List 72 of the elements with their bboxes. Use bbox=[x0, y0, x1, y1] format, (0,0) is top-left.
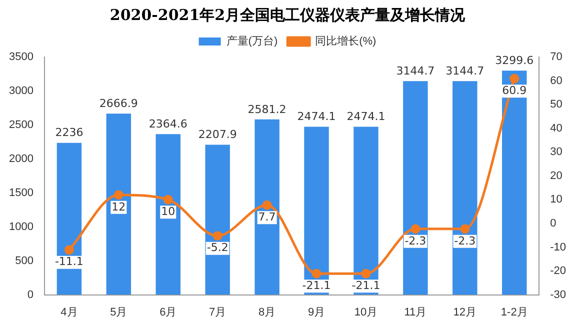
point bbox=[361, 268, 371, 278]
data-label: 2666.9 bbox=[99, 96, 138, 110]
bar bbox=[354, 126, 378, 295]
y2-tick-label: 60 bbox=[550, 74, 562, 87]
y-tick-label: 1500 bbox=[8, 186, 34, 199]
y2-tick-label: 20 bbox=[550, 170, 562, 182]
data-label: 2236 bbox=[55, 126, 84, 140]
x-tick-label: 8月 bbox=[258, 306, 276, 318]
y2-tick-label: 10 bbox=[550, 194, 562, 206]
point bbox=[212, 231, 222, 241]
bar bbox=[304, 126, 329, 295]
y-tick-label: 3000 bbox=[8, 85, 34, 98]
x-tick-label: 5月 bbox=[110, 306, 128, 318]
data-label: -2.3 bbox=[404, 234, 426, 248]
data-label: 3299.6 bbox=[495, 54, 534, 67]
data-label: -11.1 bbox=[54, 255, 84, 268]
data-label: -21.1 bbox=[302, 278, 331, 292]
data-label: 3144.7 bbox=[446, 64, 484, 78]
legend-label: 同比增长(%) bbox=[315, 34, 376, 48]
x-tick-label: 10月 bbox=[354, 306, 378, 318]
x-tick-label: 1-2月 bbox=[500, 306, 528, 318]
y2-tick-label: 40 bbox=[550, 122, 562, 134]
y2-tick-label: 0 bbox=[550, 217, 556, 230]
data-label: 7.7 bbox=[258, 210, 276, 224]
data-label: 2474.1 bbox=[297, 110, 336, 124]
bar bbox=[403, 81, 428, 295]
bar bbox=[452, 81, 478, 295]
point bbox=[114, 190, 124, 200]
y2-tick-label: -20 bbox=[550, 265, 566, 278]
x-tick-label: 7月 bbox=[209, 306, 226, 318]
x-tick-label: 4月 bbox=[60, 306, 78, 318]
y2-tick-label: -30 bbox=[550, 288, 566, 301]
legend-label: 产量(万台) bbox=[226, 34, 278, 48]
y-tick-label: 1000 bbox=[8, 220, 34, 233]
data-label: 12 bbox=[112, 200, 126, 214]
x-tick-label: 6月 bbox=[160, 306, 177, 318]
data-label: -2.3 bbox=[454, 234, 476, 248]
y-tick-label: 500 bbox=[15, 254, 34, 267]
data-label: 60.9 bbox=[502, 84, 527, 97]
point bbox=[460, 224, 470, 234]
point bbox=[163, 194, 173, 204]
data-label: -21.1 bbox=[352, 278, 380, 292]
y2-tick-label: -10 bbox=[550, 241, 566, 254]
data-label: 10 bbox=[161, 205, 176, 218]
data-label: -5.2 bbox=[206, 241, 228, 254]
bar bbox=[156, 134, 180, 295]
bar bbox=[106, 114, 132, 295]
y-tick-label: 0 bbox=[27, 288, 34, 301]
y2-tick-label: 50 bbox=[550, 98, 562, 111]
x-tick-label: 11月 bbox=[404, 306, 427, 318]
bar bbox=[205, 144, 230, 295]
y-tick-label: 2000 bbox=[8, 152, 34, 165]
y2-tick-label: 70 bbox=[550, 51, 562, 64]
y-tick-label: 2500 bbox=[8, 118, 34, 131]
point bbox=[64, 245, 74, 255]
data-label: 2581.2 bbox=[248, 102, 286, 116]
bar bbox=[254, 119, 280, 295]
point bbox=[510, 74, 520, 84]
y-tick-label: 3500 bbox=[8, 51, 34, 64]
data-label: 3144.7 bbox=[396, 64, 435, 78]
point bbox=[410, 224, 420, 234]
point bbox=[312, 268, 322, 278]
data-label: 2207.9 bbox=[198, 128, 237, 142]
data-label: 2364.6 bbox=[148, 118, 188, 130]
y2-tick-label: 30 bbox=[550, 146, 562, 158]
point bbox=[262, 200, 272, 210]
x-tick-label: 9月 bbox=[308, 306, 326, 318]
x-tick-label: 12月 bbox=[453, 306, 477, 318]
data-label: 2474.1 bbox=[346, 110, 386, 124]
bar bbox=[502, 70, 527, 295]
bar bbox=[56, 142, 82, 295]
chart-title: 2020-2021年2月全国电工仪器仪表产量及增长情况 bbox=[108, 6, 466, 26]
